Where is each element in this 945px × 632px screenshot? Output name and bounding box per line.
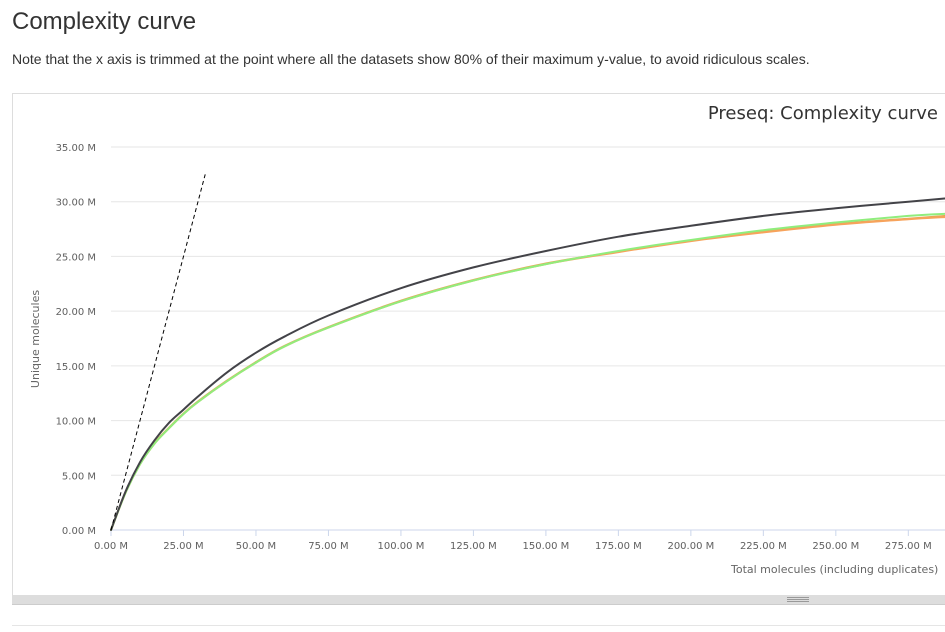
section-note: Note that the x axis is trimmed at the p…	[12, 51, 810, 67]
x-tick-label: 275.00 M	[885, 541, 932, 552]
resize-grip-icon	[787, 597, 809, 602]
y-tick-label: 20.00 M	[56, 307, 96, 318]
y-tick-label: 5.00 M	[62, 471, 96, 482]
reference-line-dashed	[110, 174, 206, 531]
x-tick-label: 200.00 M	[667, 541, 714, 552]
series-line-2[interactable]	[110, 212, 945, 531]
x-axis: 0.00 M 25.00 M 50.00 M 75.00 M 100.00 M 125.0…	[94, 529, 945, 552]
x-tick-label: 25.00 M	[163, 541, 203, 552]
series-line-4[interactable]	[110, 214, 945, 531]
y-tick-label: 35.00 M	[56, 143, 96, 154]
y-tick-label: 0.00 M	[62, 526, 96, 537]
section-divider	[12, 625, 945, 626]
y-tick-label: 30.00 M	[56, 198, 96, 209]
x-tick-label: 0.00 M	[94, 541, 128, 552]
y-tick-label: 10.00 M	[56, 417, 96, 428]
x-tick-label: 125.00 M	[450, 541, 497, 552]
complexity-curve-chart[interactable]: Preseq: Complexity curve 0.00 M 5.00 M 10.…	[13, 94, 945, 596]
x-tick-label: 175.00 M	[595, 541, 642, 552]
series-line-1[interactable]	[110, 197, 945, 531]
gridlines	[111, 146, 945, 531]
plot-resize-handle[interactable]	[12, 595, 945, 605]
x-tick-label: 50.00 M	[236, 541, 276, 552]
series-layer	[110, 174, 945, 531]
x-tick-label: 150.00 M	[522, 541, 569, 552]
x-axis-title: Total molecules (including duplicates)	[730, 563, 938, 576]
x-tick-label: 100.00 M	[378, 541, 425, 552]
x-tick-label: 75.00 M	[308, 541, 348, 552]
chart-title: Preseq: Complexity curve	[708, 103, 938, 124]
y-tick-label: 15.00 M	[56, 362, 96, 373]
y-axis: 0.00 M 5.00 M 10.00 M 15.00 M 20.00 M 25.00 M…	[56, 143, 96, 537]
page-title: Complexity curve	[12, 8, 197, 35]
y-tick-label: 25.00 M	[56, 252, 96, 263]
y-axis-title: Unique molecules	[29, 290, 42, 388]
chart-container[interactable]: Preseq: Complexity curve 0.00 M 5.00 M 10.…	[12, 93, 945, 597]
x-tick-label: 225.00 M	[740, 541, 787, 552]
x-tick-label: 250.00 M	[812, 541, 859, 552]
